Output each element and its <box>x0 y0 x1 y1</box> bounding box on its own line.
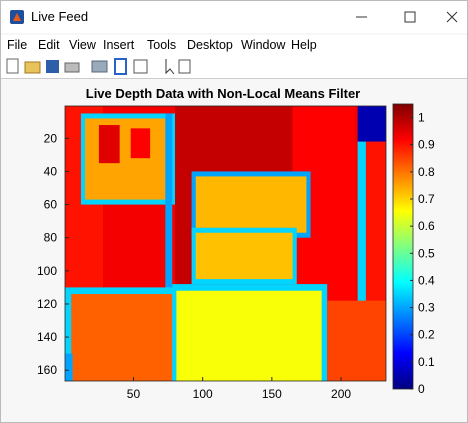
colorbar-tick-label: 1 <box>418 111 425 125</box>
image-region <box>165 113 172 295</box>
y-tick-label: 60 <box>44 198 58 212</box>
menu-item[interactable]: Tools <box>147 38 176 52</box>
figure: Live Depth Data with Non-Local Means Fil… <box>1 79 467 422</box>
image-region <box>65 354 73 381</box>
colorbar-tick-label: 0.7 <box>418 192 435 206</box>
colorbar-tick-label: 0.4 <box>418 273 435 287</box>
image-region <box>358 106 386 142</box>
menu-item[interactable]: Insert <box>103 38 134 52</box>
colorbar-tick-label: 0.2 <box>418 328 435 342</box>
colorbar <box>393 104 413 389</box>
link-button[interactable] <box>92 61 107 72</box>
menu-item[interactable]: View <box>69 38 96 52</box>
x-tick-label: 100 <box>193 387 213 401</box>
open-button[interactable] <box>25 62 40 73</box>
y-tick-label: 40 <box>44 164 58 178</box>
colorbar-tick-label: 0.1 <box>418 355 435 369</box>
colorbar-tick-label: 0.3 <box>418 301 435 315</box>
y-tick-label: 160 <box>37 363 57 377</box>
image-region <box>176 291 321 381</box>
title-bar: Live Feed <box>1 1 467 33</box>
x-tick-label: 200 <box>331 387 351 401</box>
menu-item[interactable]: File <box>7 38 27 52</box>
colorbar-tick-label: 0.6 <box>418 219 435 233</box>
colorbar-tick-label: 0.9 <box>418 138 435 152</box>
y-tick-label: 140 <box>37 330 57 344</box>
menu-item[interactable]: Desktop <box>187 38 233 52</box>
select-button[interactable] <box>166 59 174 74</box>
image-region <box>366 142 386 304</box>
image-region <box>99 125 120 163</box>
new-button[interactable] <box>7 59 18 73</box>
colorbar-tick-label: 0.8 <box>418 165 435 179</box>
menu-item[interactable]: Window <box>241 38 285 52</box>
colorbar-tick-label: 0.5 <box>418 246 435 260</box>
image-region <box>327 301 386 381</box>
colorbar-button[interactable] <box>115 59 126 74</box>
y-tick-label: 80 <box>44 231 58 245</box>
save-button[interactable] <box>46 60 59 73</box>
menu-item[interactable]: Edit <box>38 38 60 52</box>
menu-bar: File Edit View Insert Tools Desktop Wind… <box>1 35 467 55</box>
y-tick-label: 20 <box>44 131 58 145</box>
y-tick-label: 120 <box>37 297 57 311</box>
close-button[interactable] <box>447 12 457 22</box>
toolbar-icons <box>1 55 467 78</box>
toolbar <box>1 55 467 79</box>
property-button[interactable] <box>179 60 190 73</box>
image-region <box>131 128 150 158</box>
x-tick-label: 150 <box>262 387 282 401</box>
window: Live Feed File Edit View Insert Tools De… <box>0 0 468 423</box>
image-region <box>85 118 171 199</box>
colorbar-tick-label: 0 <box>418 382 425 396</box>
menu-item[interactable]: Help <box>291 38 317 52</box>
image-region <box>71 294 172 381</box>
y-tick-label: 100 <box>37 264 57 278</box>
print-button[interactable] <box>65 63 79 72</box>
window-title: Live Feed <box>31 9 88 24</box>
image-region <box>196 233 293 279</box>
image-region <box>196 176 307 232</box>
x-tick-label: 50 <box>127 387 141 401</box>
maximize-button[interactable] <box>405 12 415 22</box>
chart-title: Live Depth Data with Non-Local Means Fil… <box>86 86 360 101</box>
legend-button[interactable] <box>134 60 147 73</box>
